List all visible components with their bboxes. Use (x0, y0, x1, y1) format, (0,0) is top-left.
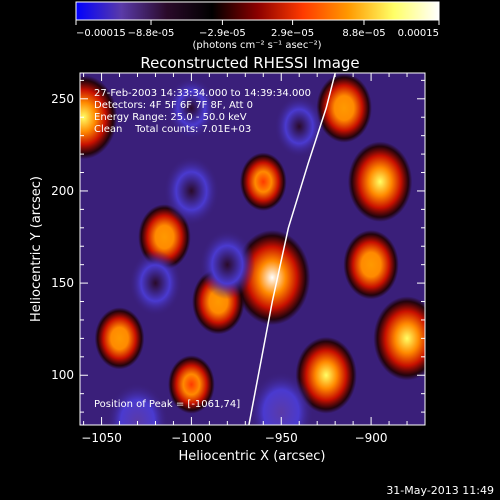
emission-source (316, 73, 372, 143)
solar-limb-line (248, 73, 336, 425)
emission-source (80, 75, 118, 160)
colorbar-tick-label: 2.9e−05 (271, 28, 314, 39)
colorbar-tick-label: −0.00015 (76, 28, 126, 39)
annotation-energy-range: Energy Range: 25.0 - 50.0 keV (94, 112, 247, 123)
annotation-method-counts: Clean Total counts: 7.01E+03 (94, 124, 251, 135)
negative-residual (249, 371, 314, 425)
y-tick-label: 250 (51, 92, 74, 106)
colorbar: −0.00015 −8.8e-05 −2.9e-05 2.9e−05 8.8e−05 0.… (75, 1, 440, 51)
negative-residual (199, 229, 256, 300)
y-tick-label: 100 (51, 368, 74, 382)
negative-residual (106, 382, 169, 425)
colorbar-unit-label: (photons cm⁻² s⁻¹ asec⁻²) (192, 40, 321, 51)
y-tick-label: 200 (51, 184, 74, 198)
emission-source (239, 152, 287, 211)
negative-residual (163, 156, 220, 226)
colorbar-tick-label: −2.9e-05 (199, 28, 246, 39)
x-axis: −1050 −1000 −950 −900 (81, 73, 426, 445)
footer-timestamp: 31-May-2013 11:49 (386, 484, 494, 497)
y-axis: 100 150 200 250 (51, 79, 425, 413)
emission-source (343, 229, 399, 300)
plot-frame (79, 72, 426, 426)
colorbar-tick-label: 8.8e−05 (342, 28, 385, 39)
emission-source (373, 296, 425, 381)
emission-source (94, 307, 145, 370)
heatmap-area (80, 73, 425, 425)
colorbar-tick-label: 0.00015 (398, 28, 439, 39)
annotation-time-range: 27-Feb-2003 14:33:34.000 to 14:39:34.000 (94, 88, 311, 99)
annotation-peak-position: Position of Peak = [-1061,74] (94, 399, 240, 410)
negative-residual (274, 95, 325, 158)
emission-source (168, 355, 215, 414)
colorbar-bar (75, 1, 440, 21)
annotation-detectors: Detectors: 4F 5F 6F 7F 8F, Att 0 (94, 100, 253, 111)
plot-annotations: 27-Feb-2003 14:33:34.000 to 14:39:34.000… (94, 88, 311, 410)
emission-source (295, 336, 357, 414)
heatmap-sources (80, 73, 425, 425)
x-tick-label: −950 (265, 431, 298, 445)
negative-residual (129, 250, 182, 316)
chart-title: Reconstructed RHESSI Image (140, 54, 359, 72)
negative-residual (166, 77, 217, 140)
x-tick-label: −900 (355, 431, 388, 445)
colorbar-ticks: −0.00015 −8.8e-05 −2.9e-05 2.9e−05 8.8e−05 0.… (75, 20, 440, 39)
x-axis-label: Heliocentric X (arcsec) (179, 449, 326, 464)
emission-source (347, 141, 413, 222)
y-axis-label: Heliocentric Y (arcsec) (29, 176, 44, 322)
colorbar-tick-label: −8.8e-05 (128, 28, 175, 39)
y-tick-label: 150 (51, 276, 74, 290)
x-tick-label: −1050 (81, 431, 122, 445)
x-tick-label: −1000 (171, 431, 212, 445)
